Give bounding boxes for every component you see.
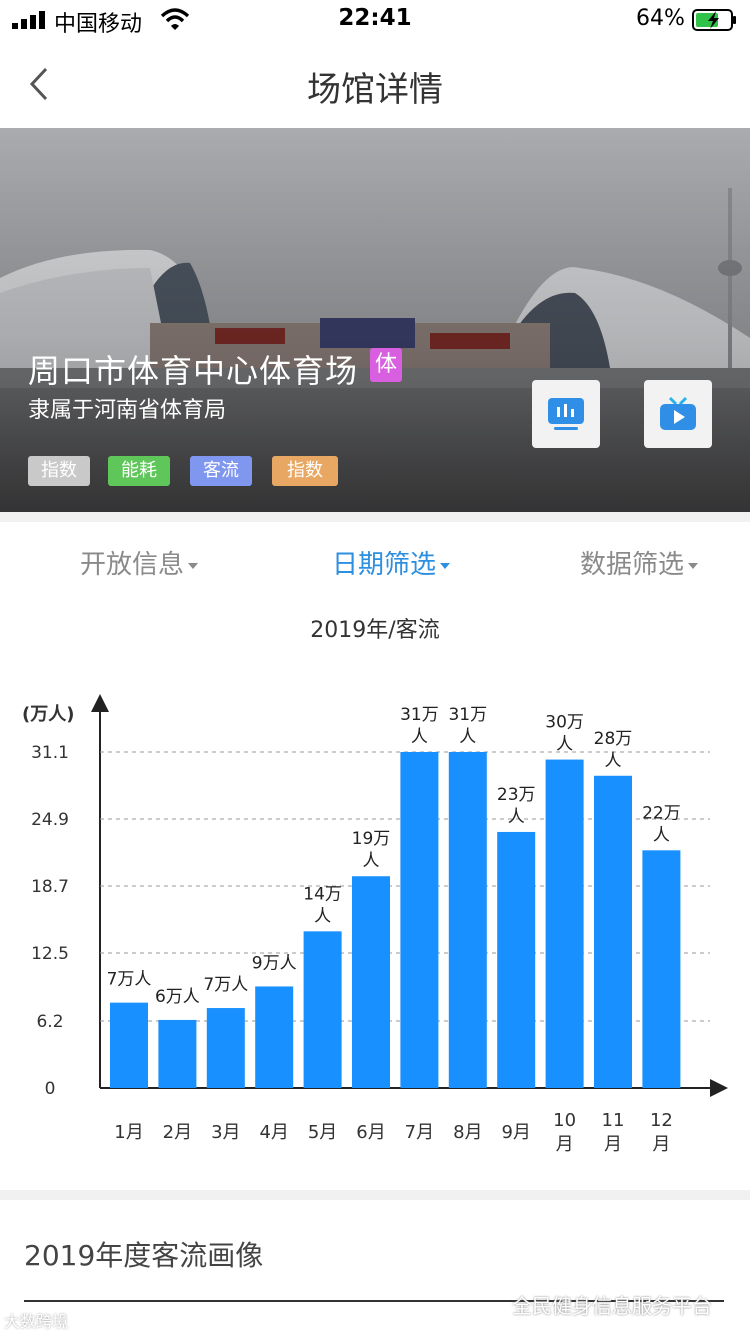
wifi-icon (160, 8, 190, 30)
venue-hero: 周口市体育中心体育场 体 隶属于河南省体育局 指数 能耗 客流 指数 (0, 128, 750, 512)
filter-open-info[interactable]: 开放信息 (80, 544, 199, 581)
data-label: 31万 (448, 705, 487, 725)
battery-charging-icon (692, 9, 736, 31)
x-tick-label: 月 (604, 1134, 622, 1155)
x-tick-label: 6月 (356, 1122, 385, 1143)
visitor-flow-chart: (万人) 0 6.2 12.5 18.7 24.9 31.1 1月 7万人 2月 6万人 3月 7万人 4… (0, 660, 750, 1160)
watermark-left: 大数跨境 (4, 1312, 69, 1331)
data-label: 19万 (352, 829, 391, 849)
bar (303, 931, 342, 1088)
carrier-name: 中国移动 (54, 12, 143, 37)
signal-icon (12, 11, 45, 29)
status-bar: 中国移动 22:41 64% (0, 0, 750, 40)
stadium-photo (0, 128, 750, 512)
data-label: 人 (605, 751, 622, 771)
caret-down-icon (440, 562, 451, 569)
data-label: 人 (508, 807, 525, 827)
x-tick-label: 8月 (453, 1122, 482, 1143)
bar (448, 752, 487, 1088)
data-label: 6万人 (155, 987, 200, 1007)
data-label: 人 (653, 825, 670, 845)
caret-down-icon (188, 562, 199, 569)
data-label: 人 (363, 851, 380, 871)
tag-index-2[interactable]: 指数 (272, 456, 338, 486)
filter-data-label: 数据筛选 (580, 550, 685, 580)
x-tick-label: 月 (652, 1134, 670, 1155)
bar (158, 1019, 197, 1088)
bar (594, 775, 632, 1088)
data-label: 14万 (303, 884, 342, 904)
tag-energy[interactable]: 能耗 (108, 456, 170, 486)
venue-type-badge: 体 (370, 348, 402, 382)
bar (255, 986, 294, 1088)
y-tick-label: 12.5 (31, 944, 69, 964)
y-axis-unit: (万人) (22, 704, 74, 725)
screen-chart-button[interactable] (532, 380, 600, 448)
data-label: 23万 (497, 785, 536, 805)
x-tick-label: 9月 (501, 1122, 530, 1143)
y-tick-label: 0 (45, 1079, 56, 1099)
y-tick-label: 31.1 (31, 743, 69, 763)
video-camera-icon (660, 396, 696, 430)
caret-down-icon (688, 562, 699, 569)
filter-date-label: 日期筛选 (332, 550, 437, 580)
profile-section-title: 2019年度客流画像 (24, 1239, 264, 1272)
x-tick-label: 10 (553, 1110, 576, 1131)
filter-data[interactable]: 数据筛选 (580, 544, 699, 581)
bar (110, 1002, 148, 1088)
venue-name: 周口市体育中心体育场 (28, 352, 359, 390)
x-tick-label: 12 (650, 1110, 673, 1131)
tag-visitor-flow[interactable]: 客流 (190, 456, 252, 486)
data-label: 30万 (545, 713, 584, 733)
x-tick-label: 2月 (163, 1122, 192, 1143)
data-label: 9万人 (252, 953, 297, 973)
y-axis-arrow (91, 694, 109, 712)
screen-chart-icon (548, 398, 584, 430)
profile-underline (24, 1300, 724, 1302)
filter-date[interactable]: 日期筛选 (332, 544, 451, 581)
x-axis-arrow (710, 1079, 728, 1097)
data-label: 28万 (594, 729, 633, 749)
chart-title: 2019年/客流 (310, 618, 440, 643)
y-tick-label: 18.7 (31, 877, 69, 897)
filter-bar: 开放信息 日期筛选 数据筛选 (0, 522, 750, 598)
watermark-right: 全民健身信息服务平台 (512, 1294, 712, 1318)
data-label: 人 (314, 906, 331, 926)
bar (206, 1008, 245, 1088)
data-label: 人 (411, 727, 428, 747)
x-tick-label: 4月 (259, 1122, 288, 1143)
x-tick-label: 1月 (114, 1122, 143, 1143)
chevron-left-icon[interactable] (26, 66, 54, 102)
bar (400, 752, 439, 1088)
chart-svg: (万人) 0 6.2 12.5 18.7 24.9 31.1 1月 7万人 2月 6万人 3月 7万人 4… (22, 694, 728, 1155)
section-divider (0, 512, 750, 522)
bar (545, 759, 584, 1088)
bar (642, 850, 681, 1088)
nav-bar: 场馆详情 (0, 40, 750, 128)
data-label: 7万人 (203, 975, 248, 995)
x-tick-label: 5月 (308, 1122, 337, 1143)
tag-index[interactable]: 指数 (28, 456, 90, 486)
bar (352, 876, 390, 1088)
y-tick-label: 6.2 (36, 1012, 63, 1032)
filter-open-info-label: 开放信息 (80, 550, 185, 580)
y-tick-label: 24.9 (31, 810, 69, 830)
x-tick-label: 11 (602, 1110, 625, 1131)
venue-affiliation: 隶属于河南省体育局 (28, 398, 227, 423)
data-label: 7万人 (107, 970, 152, 990)
data-label: 22万 (642, 803, 681, 823)
bar (497, 831, 536, 1088)
data-label: 31万 (400, 705, 439, 725)
x-tick-label: 3月 (211, 1122, 240, 1143)
video-button[interactable] (644, 380, 712, 448)
page-title: 场馆详情 (307, 70, 443, 110)
data-label: 人 (556, 735, 573, 755)
data-label: 人 (459, 727, 476, 747)
clock: 22:41 (338, 5, 412, 31)
x-tick-label: 7月 (405, 1122, 434, 1143)
section-divider-2 (0, 1190, 750, 1200)
x-tick-label: 月 (556, 1134, 574, 1155)
battery-percent: 64% (636, 6, 685, 31)
